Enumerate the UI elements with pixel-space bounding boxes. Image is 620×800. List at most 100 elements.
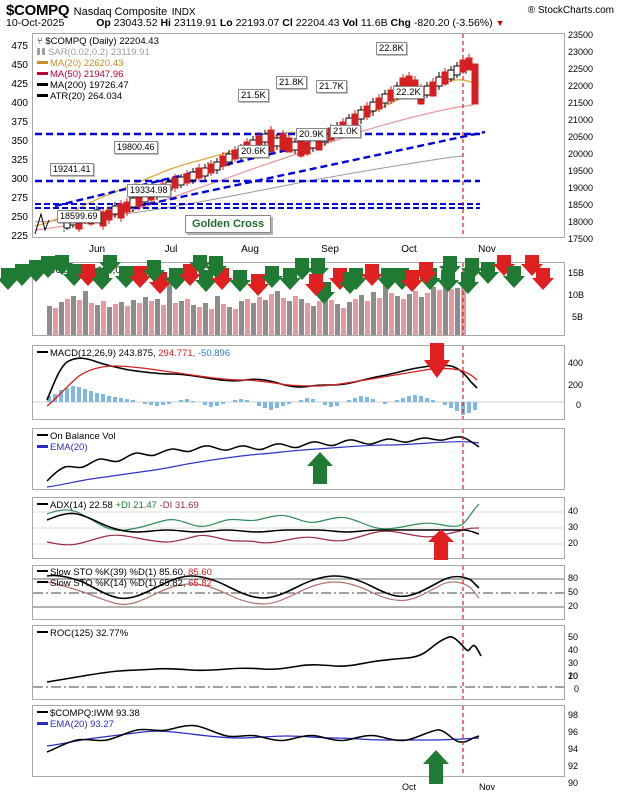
roc-tick-10: 10 (568, 671, 579, 681)
obv-ema-swatch-icon (37, 445, 48, 448)
obv-legend-ema: EMA(20) (37, 442, 116, 453)
quote-date: 10-Oct-2025 (6, 17, 65, 29)
macd-svg (33, 346, 564, 419)
low-value: 22193.07 (235, 17, 280, 29)
ratio-legend-ema: EMA(20) 93.27 (37, 719, 140, 730)
ma50-swatch-icon (37, 72, 48, 75)
ratio-legend-main: $COMPQ:IWM 93.38 (37, 708, 140, 719)
chart-header: $COMPQ Nasdaq Composite INDX ® StockChar… (6, 2, 614, 32)
macd-plot (33, 346, 564, 419)
sto-legend-14: Slow STO %K(14) %D(1) 65.82, 65.82 (37, 578, 212, 589)
callout-22-2k: 22.2K (393, 86, 424, 99)
obv-legend: On Balance Vol EMA(20) (37, 431, 116, 453)
roc-panel[interactable]: ROC(125) 32.77% (32, 625, 565, 700)
sto39-swatch-icon (37, 570, 48, 572)
callout-21-5k: 21.5K (238, 89, 269, 102)
adx-panel[interactable]: ADX(14) 22.58 +DI 21.47 -DI 31.69 (32, 497, 565, 559)
close-label: Cl (282, 17, 293, 29)
macd-legend: MACD(12,26,9) 243.875, 294.771, -50.896 (37, 348, 230, 359)
obv-arrow-marker (307, 452, 333, 484)
callout-22-8k: 22.8K (376, 42, 407, 55)
high-label: Hi (160, 17, 171, 29)
callout-21-0k: 21.0K (330, 125, 361, 138)
ratio-legend: $COMPQ:IWM 93.38 EMA(20) 93.27 (37, 708, 140, 730)
price-legend-ma50: MA(50) 21947.96 (37, 69, 159, 80)
obv-swatch-icon (37, 434, 48, 436)
ratio-ema-swatch-icon (37, 722, 48, 725)
quote-bar: 10-Oct-2025 Op 23043.52 Hi 23119.91 Lo 2… (6, 17, 504, 29)
roc-swatch-icon (37, 631, 48, 633)
sto-legend: Slow STO %K(39) %D(1) 85.60, 85.60 Slow … (37, 567, 212, 589)
roc-svg (33, 626, 564, 699)
callout-21-8k: 21.8K (276, 76, 307, 89)
change-value: -820.20 (-3.56%) (413, 17, 493, 29)
atr-swatch-icon (37, 94, 48, 97)
stockcharts-brand: ® StockCharts.com (527, 5, 614, 16)
price-legend-sar: SAR(0.02,0.2) 23119.91 (37, 47, 159, 58)
volume-plot (33, 263, 564, 335)
roc-tick-0: 0 (574, 684, 580, 694)
sto-panel[interactable]: Slow STO %K(39) %D(1) 85.60, 85.60 Slow … (32, 565, 565, 620)
symbol-ticker: $COMPQ (6, 2, 70, 19)
obv-svg (46, 429, 480, 489)
price-legend-ma20: MA(20) 22620.43 (37, 58, 159, 69)
high-value: 23119.91 (173, 17, 217, 29)
volume-svg (47, 263, 466, 335)
ratio-svg (46, 706, 480, 776)
ma200-swatch-icon (37, 83, 48, 86)
change-label: Chg (390, 17, 411, 29)
callout-20-9k: 20.9K (296, 128, 327, 141)
volume-label: Vol (342, 17, 358, 29)
callout-19241: 19241.41 (50, 163, 94, 176)
symbol-description: Nasdaq Composite (73, 6, 168, 18)
month-nov-bottom: Nov (478, 782, 496, 792)
sto14-swatch-icon (37, 581, 48, 583)
price-legend-atr: ATR(20) 264.034 (37, 91, 159, 102)
adx-legend: ADX(14) 22.58 +DI 21.47 -DI 31.69 (37, 500, 199, 511)
month-nov: Nov (478, 244, 496, 255)
chevron-down-icon[interactable]: ▼ (495, 18, 505, 28)
obv-plot (33, 429, 564, 489)
macd-arrow-marker (424, 343, 450, 378)
ratio-arrow-marker (423, 750, 449, 784)
month-sep: Sep (321, 244, 339, 255)
price-legend-title: ⑂ $COMPQ (Daily) 22204.43 (37, 36, 159, 47)
sto-svg (33, 566, 564, 619)
ratio-swatch-icon (37, 711, 48, 713)
sto-plot (33, 566, 564, 619)
month-aug: Aug (241, 244, 259, 255)
month-jun: Jun (88, 244, 106, 255)
ratio-panel[interactable]: $COMPQ:IWM 93.38 EMA(20) 93.27 (32, 705, 565, 777)
price-legend: ⑂ $COMPQ (Daily) 22204.43 SAR(0.02,0.2) … (37, 36, 159, 102)
sto-legend-39: Slow STO %K(39) %D(1) 85.60, 85.60 (37, 567, 212, 578)
macd-swatch-icon (37, 351, 48, 353)
adx-plot (33, 498, 564, 558)
close-value: 22204.43 (295, 17, 340, 29)
month-oct: Oct (401, 244, 417, 255)
price-legend-ma200: MA(200) 19726.47 (37, 80, 159, 91)
callout-19334: 19334.98 (127, 184, 171, 197)
volume-value: 11.6B (360, 17, 388, 29)
obv-panel[interactable]: On Balance Vol EMA(20) (32, 428, 565, 490)
adx-arrow-marker (428, 529, 454, 560)
macd-panel[interactable]: MACD(12,26,9) 243.875, 294.771, -50.896 (32, 345, 565, 420)
month-oct-bottom: Oct (401, 782, 417, 792)
symbol-exchange: INDX (171, 7, 196, 18)
volume-arrow-markers (0, 255, 554, 304)
month-jul: Jul (164, 244, 178, 255)
callout-20-6k: 20.6K (238, 145, 269, 158)
low-label: Lo (219, 17, 233, 29)
callout-21-7k: 21.7K (316, 80, 347, 93)
callout-18599: 18599.69 (57, 210, 101, 223)
adx-svg (33, 498, 564, 558)
candle-icon: ⑂ (37, 36, 43, 47)
open-value: 23043.52 (113, 17, 158, 29)
ratio-plot (33, 706, 564, 776)
golden-cross-annotation: Golden Cross (185, 215, 272, 233)
adx-swatch-icon (37, 503, 48, 505)
callout-19800: 19800.46 (114, 141, 158, 154)
open-label: Op (96, 17, 111, 29)
roc-legend: ROC(125) 32.77% (37, 628, 128, 639)
sar-dots-icon (37, 48, 46, 55)
